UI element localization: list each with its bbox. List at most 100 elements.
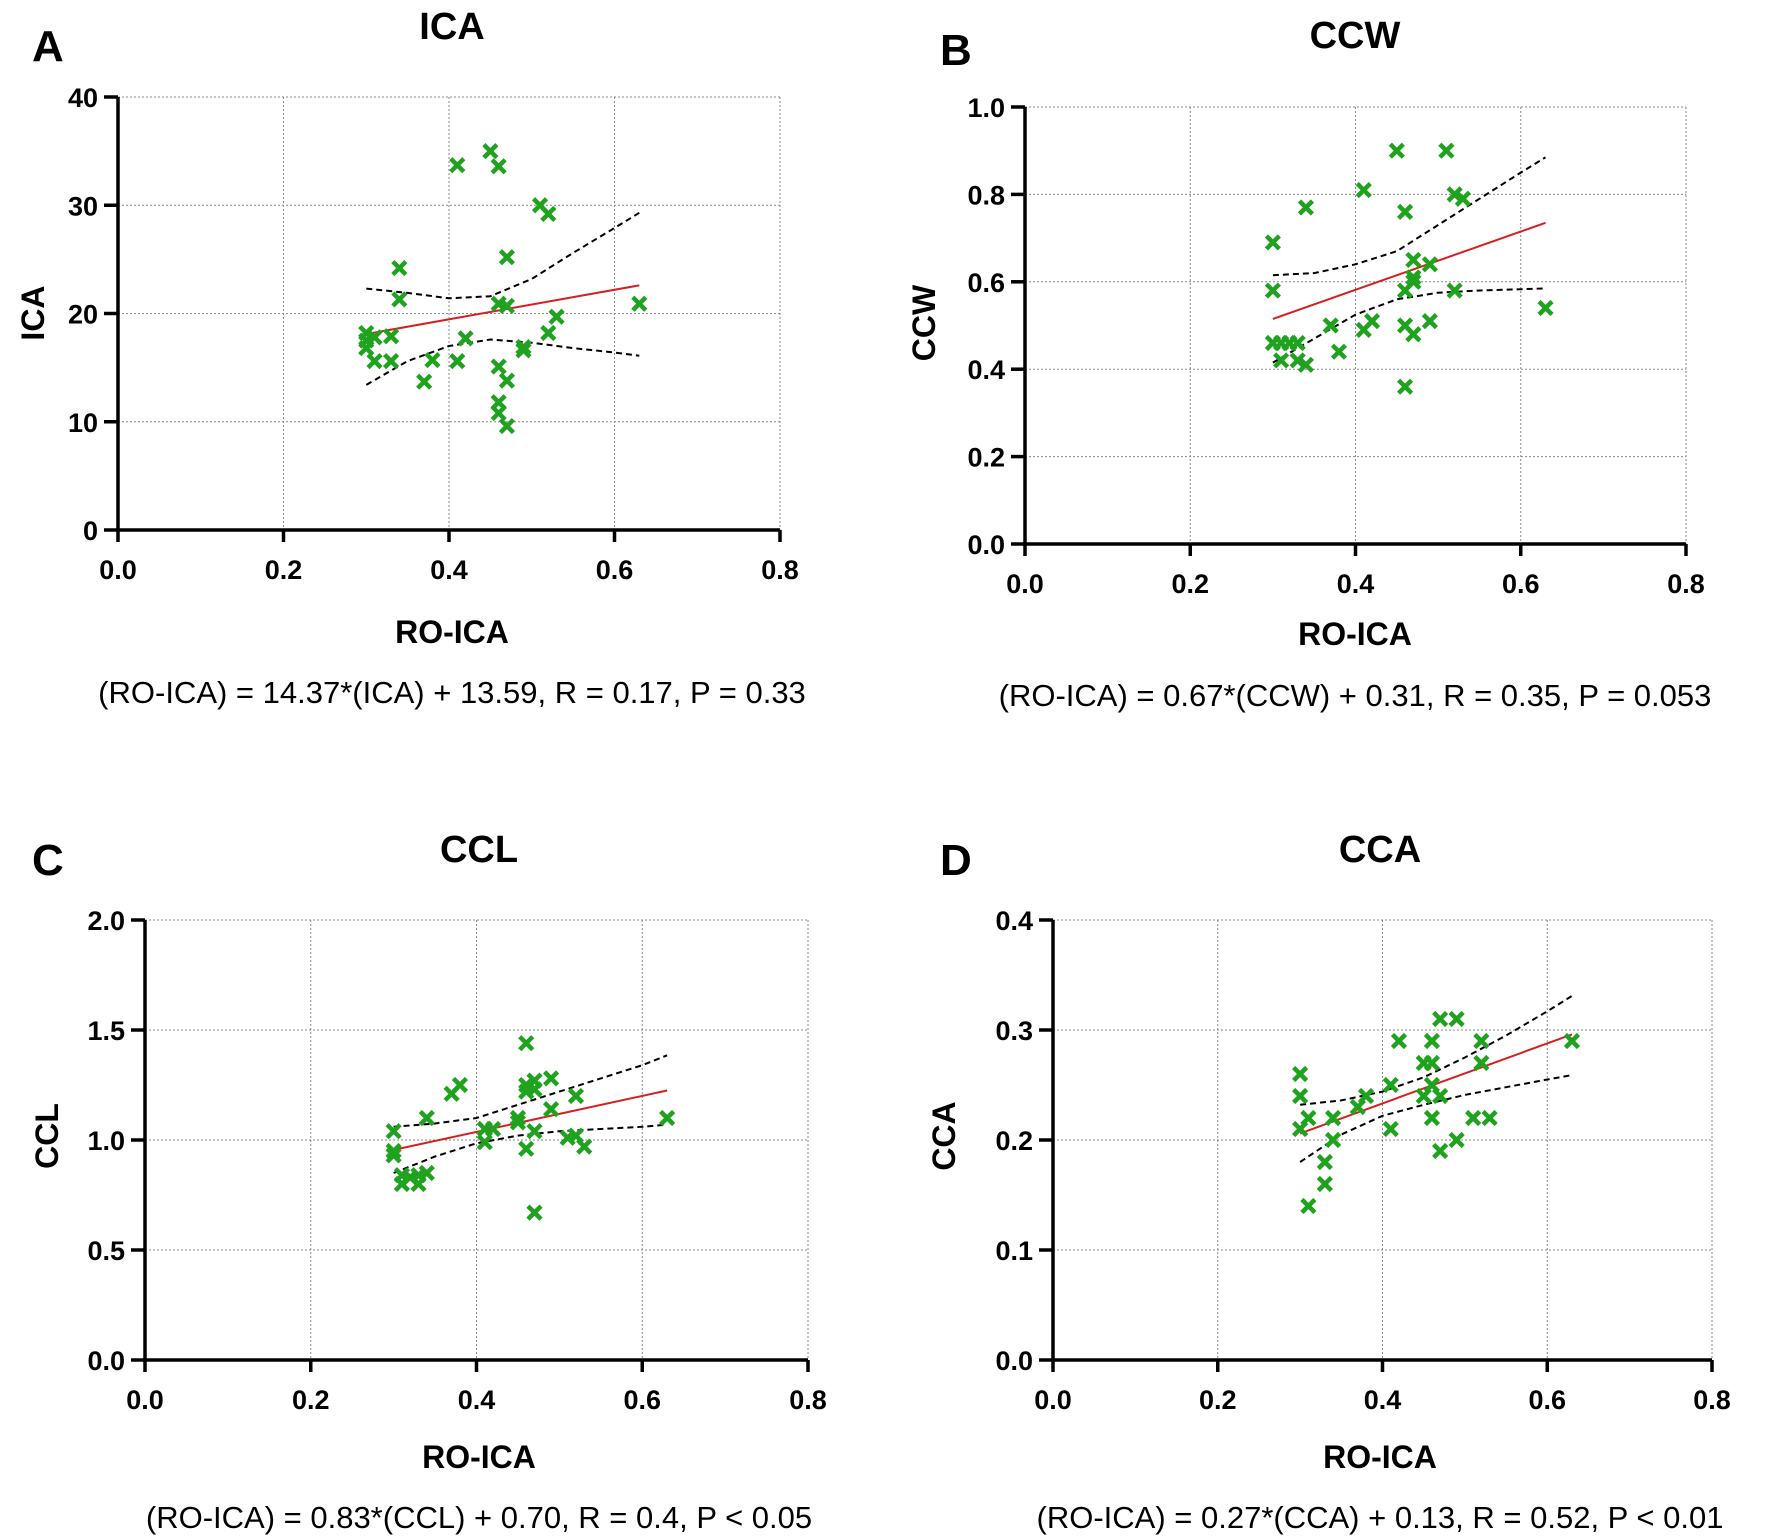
data-point (1473, 1032, 1490, 1050)
data-point (1382, 1076, 1399, 1094)
data-point-stroke (1563, 1032, 1581, 1050)
data-point-stroke (416, 373, 433, 390)
data-point (515, 342, 532, 359)
data-point (1264, 234, 1281, 251)
y-tick-label-3: 0.6 (967, 268, 1005, 298)
data-point-stroke (1432, 1142, 1449, 1160)
data-point-stroke (1324, 1131, 1342, 1149)
data-point-stroke (1316, 1175, 1333, 1193)
data-point (540, 205, 557, 223)
data-point (1448, 1010, 1465, 1028)
data-point-stroke (498, 372, 516, 389)
data-point-stroke (1454, 190, 1472, 207)
data-point-stroke (385, 1142, 402, 1160)
data-point-stroke (1423, 1076, 1441, 1094)
y-tick-label-0: 0 (83, 516, 98, 546)
data-point-stroke (1432, 1087, 1449, 1105)
data-point (1423, 1054, 1441, 1072)
data-point-stroke (484, 1120, 502, 1138)
data-point (1405, 251, 1422, 269)
panel-b: B CCW RO-ICA CCW (RO-ICA) = 0.67*(CCW) +… (906, 15, 1711, 713)
confidence-upper-d (1299, 995, 1573, 1106)
panel-letter-d: D (940, 836, 972, 885)
plot-area-d: 0.0 0.2 0.4 0.6 0.8 0.0 0.1 0.2 0.3 0.4 (995, 906, 1730, 1415)
plot-area-a: 0.0 0.2 0.4 0.6 0.8 0 10 20 30 40 (68, 83, 799, 585)
x-tick-label-2: 0.4 (1364, 1385, 1402, 1415)
y-tick-label-4: 0.8 (967, 180, 1005, 210)
chart-title-ccl: CCL (440, 829, 518, 871)
data-point (1388, 142, 1405, 159)
data-point (1363, 313, 1381, 330)
data-point-stroke (498, 249, 516, 266)
data-point-stroke (498, 297, 516, 315)
data-point-stroke (576, 1138, 593, 1155)
data-point (385, 1142, 402, 1160)
data-point-stroke (1446, 186, 1463, 203)
data-point-stroke (449, 353, 466, 370)
data-point-stroke (1396, 317, 1414, 334)
data-point-stroke (1405, 273, 1422, 290)
data-point (1432, 1010, 1449, 1028)
y-tick-label-2: 1.0 (87, 1126, 125, 1156)
data-point (526, 1204, 543, 1221)
x-tick-label-2: 0.4 (430, 555, 468, 585)
x-axis-label-a: RO-ICA (395, 614, 509, 650)
data-point (1421, 313, 1438, 330)
data-point-stroke (1405, 251, 1422, 269)
data-point-stroke (1300, 1197, 1317, 1215)
data-point-stroke (1264, 282, 1281, 299)
data-point (509, 1114, 527, 1131)
data-point (366, 329, 383, 346)
data-point (1382, 1120, 1399, 1138)
data-point-stroke (1297, 199, 1315, 216)
data-point-stroke (1324, 1109, 1342, 1127)
data-point-stroke (1448, 1010, 1465, 1028)
x-tick-label-4: 0.8 (761, 555, 799, 585)
data-point-stroke (1432, 1010, 1449, 1028)
data-point (1316, 1153, 1333, 1171)
data-point-stroke (490, 358, 507, 375)
data-point-stroke (490, 404, 507, 422)
data-point-stroke (515, 342, 532, 359)
data-point (576, 1138, 593, 1155)
data-point-stroke (1357, 1087, 1375, 1105)
y-axis-label-d: CCA (926, 1101, 962, 1170)
x-tick-label-1: 0.2 (1199, 1385, 1237, 1415)
data-point (391, 291, 408, 308)
data-point-stroke (509, 1114, 527, 1131)
data-point (540, 324, 557, 342)
data-point-stroke (1273, 352, 1290, 369)
data-point-stroke (1396, 378, 1414, 395)
data-point-stroke (531, 197, 549, 214)
confidence-lower-a (365, 338, 640, 386)
data-point (1300, 1109, 1317, 1127)
data-point-stroke (1330, 343, 1348, 360)
data-point-stroke (366, 353, 383, 370)
data-point-stroke (540, 205, 557, 223)
data-point-stroke (1438, 142, 1455, 159)
data-point (484, 1120, 502, 1138)
data-point-stroke (1421, 256, 1438, 273)
y-tick-label-4: 40 (68, 83, 98, 113)
data-point-stroke (1292, 1065, 1309, 1083)
y-tick-label-2: 0.2 (995, 1126, 1033, 1156)
data-point (1390, 1032, 1408, 1050)
data-point-stroke (1322, 317, 1339, 334)
y-tick-label-4: 2.0 (87, 906, 125, 936)
data-point-stroke (1423, 1109, 1441, 1127)
data-point (498, 249, 516, 266)
data-point-stroke (659, 1109, 676, 1127)
data-point (449, 157, 466, 174)
data-point-stroke (385, 1147, 402, 1164)
data-point-stroke (1264, 234, 1281, 251)
data-point (490, 404, 507, 422)
x-tick-label-2: 0.4 (458, 1385, 496, 1415)
data-point (1421, 256, 1438, 273)
data-point (515, 338, 532, 356)
data-point (1405, 273, 1422, 290)
data-point (366, 353, 383, 370)
data-point-stroke (526, 1204, 543, 1221)
data-point-stroke (1423, 1032, 1441, 1050)
data-point-stroke (1363, 313, 1381, 330)
data-point (1330, 343, 1348, 360)
